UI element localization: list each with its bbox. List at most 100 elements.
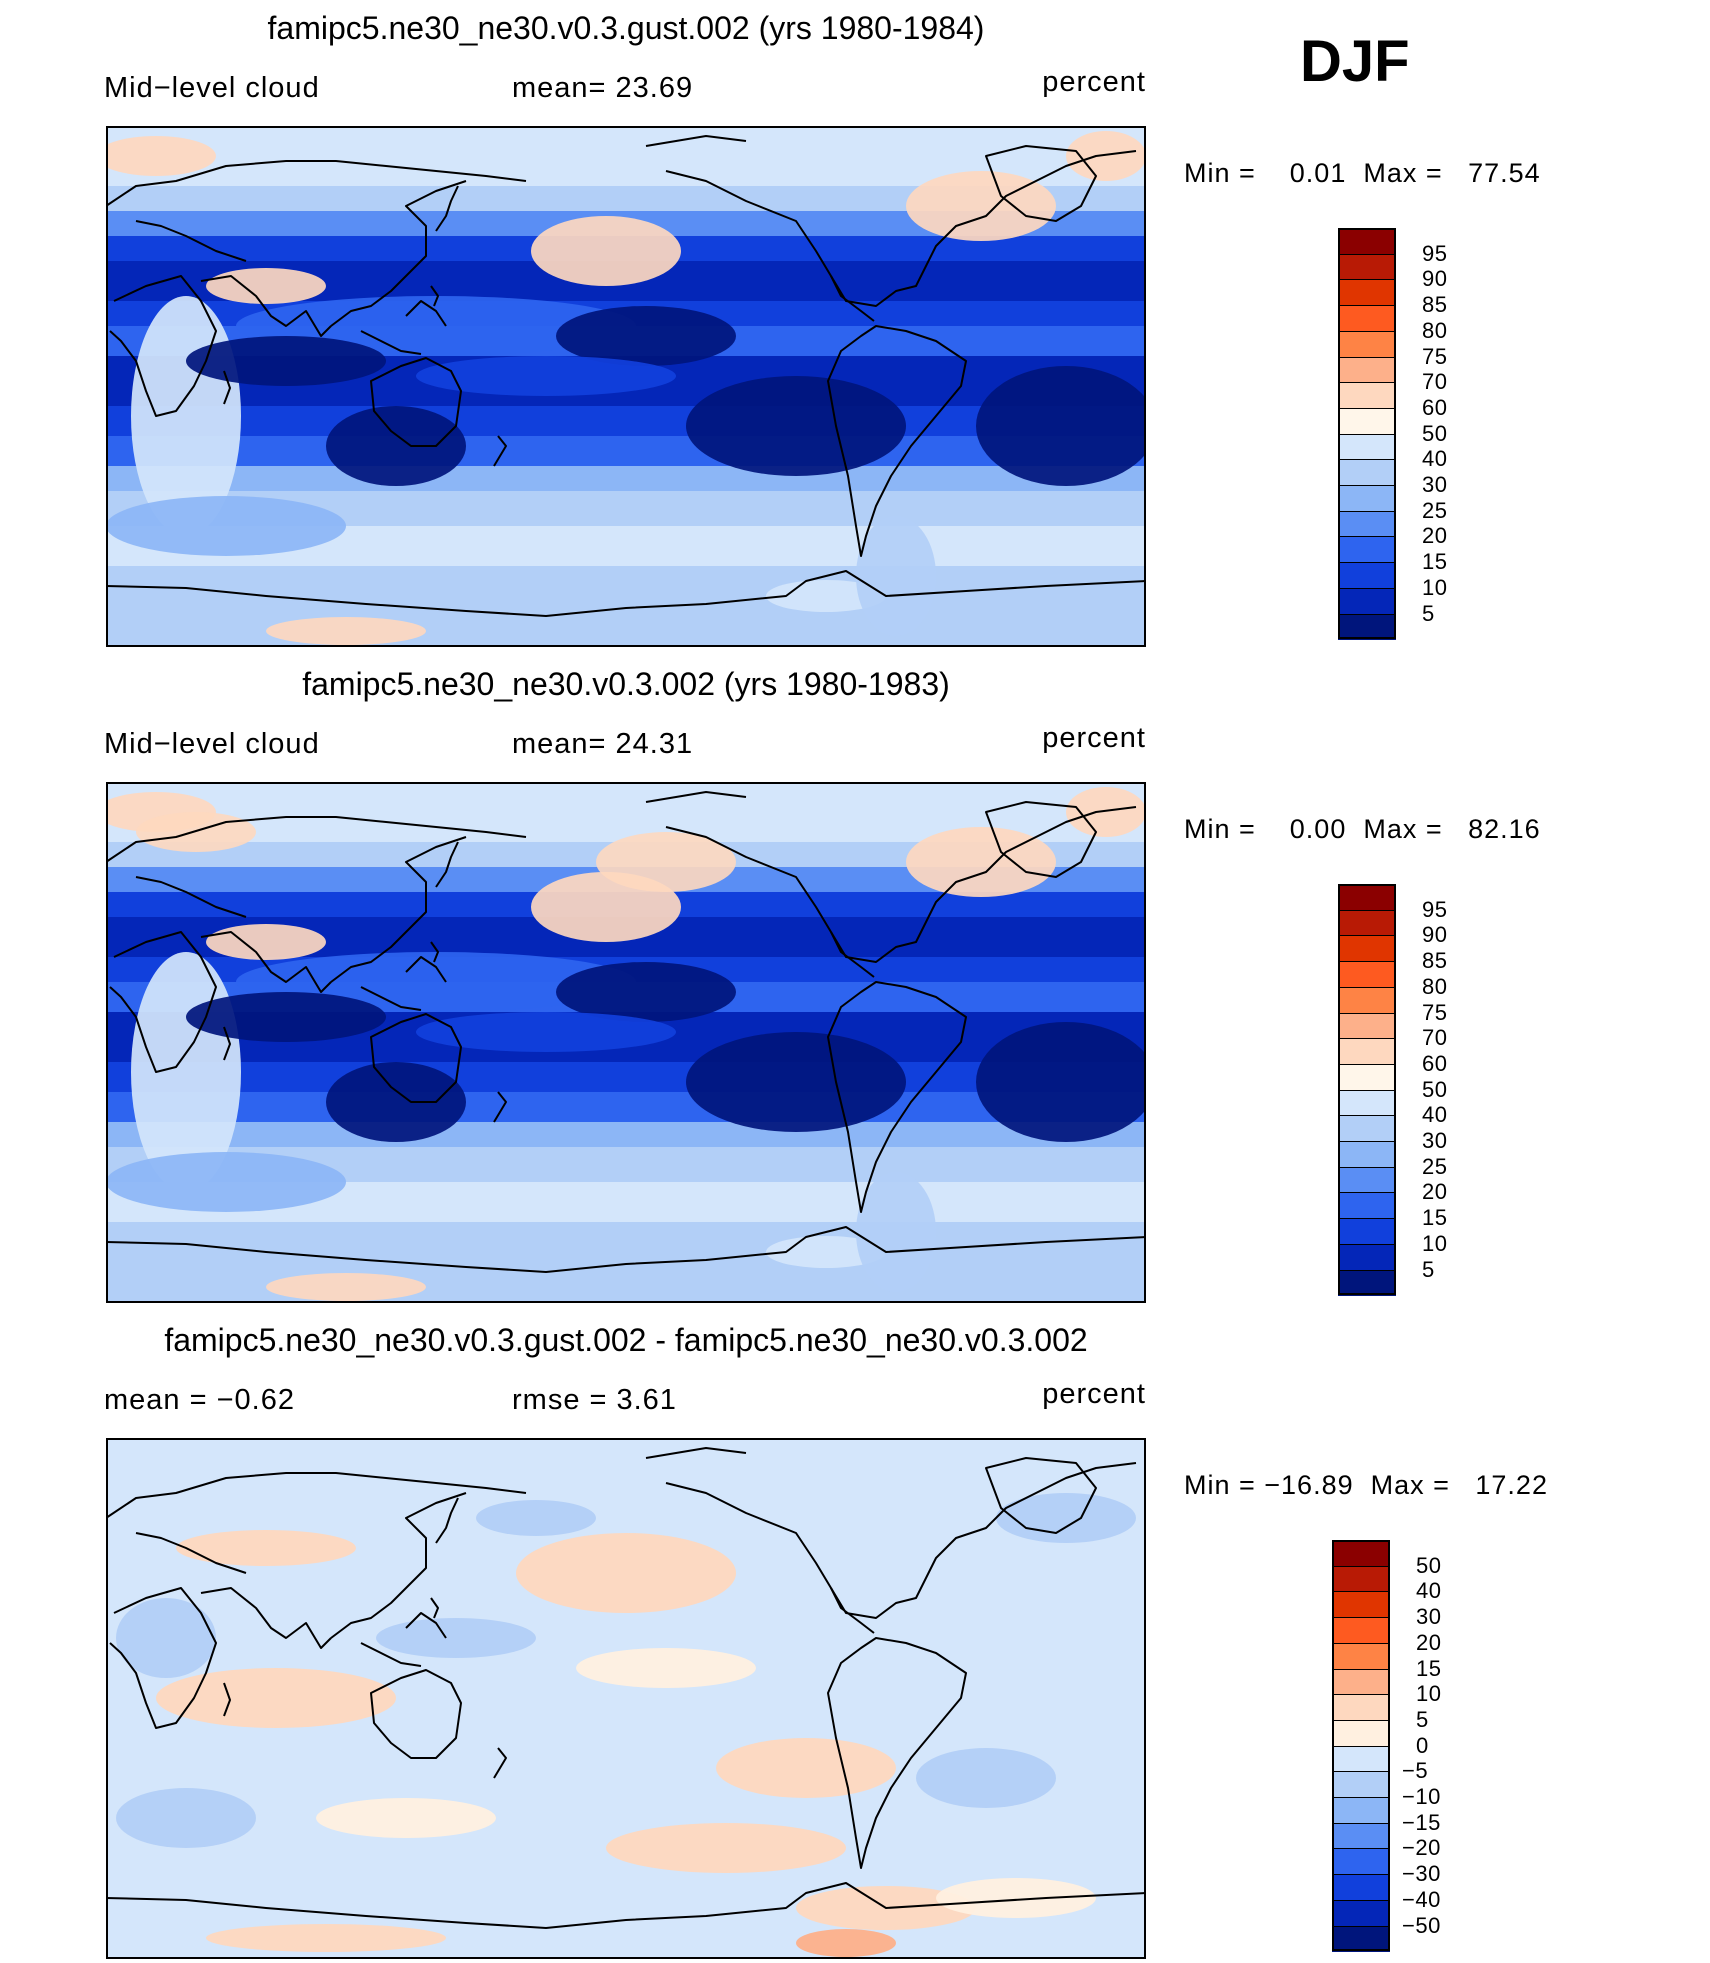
colorbar-swatch	[1338, 253, 1396, 281]
colorbar-swatch	[1338, 1063, 1396, 1091]
field-band	[106, 1222, 1146, 1303]
map	[106, 782, 1146, 1303]
field-anomaly	[1066, 787, 1146, 837]
field-anomaly	[976, 366, 1146, 486]
coastline	[830, 1587, 875, 1634]
field-anomaly	[106, 136, 216, 176]
colorbar-label: 95	[1422, 240, 1448, 266]
units-label: percent	[1042, 1378, 1146, 1410]
colorbar-label: 60	[1422, 394, 1448, 420]
colorbar-label: 90	[1422, 922, 1448, 948]
coastline	[645, 791, 747, 803]
colorbar-label: 10	[1422, 1230, 1448, 1256]
map-frame	[106, 782, 1146, 1303]
panel-difference: famipc5.ne30_ne30.v0.3.gust.002 - famipc…	[0, 1312, 1710, 1962]
colorbar-swatch	[1338, 1115, 1396, 1142]
colorbar-swatch	[1332, 1925, 1390, 1953]
colorbar-swatch	[1332, 1899, 1390, 1927]
colorbar-label: 75	[1422, 343, 1448, 369]
units-label: percent	[1042, 722, 1146, 754]
field-anomaly	[906, 171, 1056, 241]
colorbar-label: 80	[1422, 973, 1448, 999]
coastline	[665, 806, 1137, 963]
rmse-label: rmse = 3.61	[512, 1384, 677, 1416]
colorbar-swatch	[1338, 1012, 1396, 1040]
coastline	[330, 1492, 467, 1639]
field-anomaly	[906, 827, 1056, 897]
colorbar-swatch	[1338, 1038, 1396, 1065]
colorbar-swatch	[1338, 485, 1396, 512]
coastline	[985, 145, 1097, 222]
coastline	[370, 1669, 462, 1759]
field-anomaly	[556, 962, 736, 1022]
field-anomaly	[376, 1618, 536, 1658]
map-frame	[106, 126, 1146, 647]
colorbar-label: 85	[1422, 292, 1448, 318]
field-anomaly	[716, 1738, 896, 1798]
colorbar-swatch	[1338, 279, 1396, 307]
colorbar-frame	[1332, 1540, 1390, 1952]
field-band	[106, 1092, 1146, 1122]
coastline	[665, 1462, 1137, 1619]
coastline	[330, 180, 467, 327]
colorbar-label: 75	[1422, 999, 1448, 1025]
colorbar-label: 90	[1422, 266, 1448, 292]
coastline	[109, 931, 217, 1073]
colorbar-label: 30	[1416, 1604, 1442, 1630]
colorbar-swatch	[1332, 1565, 1390, 1593]
field-band	[106, 406, 1146, 436]
colorbar-swatch	[1332, 1617, 1390, 1644]
field-anomaly	[686, 376, 906, 476]
coastline	[405, 956, 447, 983]
colorbar-swatch	[1338, 330, 1396, 358]
colorbar-swatch	[1338, 382, 1396, 409]
coastline	[405, 1612, 447, 1639]
colorbar-swatch	[1338, 1243, 1396, 1271]
field-anomaly	[186, 992, 386, 1042]
colorbar-frame	[1338, 228, 1396, 640]
field-anomaly	[266, 617, 426, 645]
coastline	[827, 1637, 967, 1869]
colorbar-swatch	[1332, 1745, 1390, 1773]
coastline	[223, 370, 231, 405]
colorbar-swatch	[1332, 1694, 1390, 1721]
colorbar-label: 25	[1422, 497, 1448, 523]
coastline	[435, 1497, 459, 1544]
coastline	[645, 1447, 747, 1459]
field-anomaly	[206, 268, 326, 304]
field-anomaly	[416, 1012, 676, 1052]
colorbar-swatch	[1332, 1797, 1390, 1824]
colorbar-label: 70	[1422, 1025, 1448, 1051]
colorbar-swatch	[1332, 1822, 1390, 1850]
coastline	[330, 836, 467, 983]
colorbar-label: −50	[1402, 1912, 1441, 1938]
panel-title: famipc5.ne30_ne30.v0.3.gust.002 - famipc…	[164, 1322, 1088, 1358]
colorbar-frame	[1338, 884, 1396, 1296]
field-anomaly	[106, 1152, 346, 1212]
colorbar-label: 5	[1422, 600, 1435, 626]
colorbar-swatch	[1338, 884, 1396, 910]
coastline	[985, 1457, 1097, 1534]
colorbar-swatch	[1332, 1668, 1390, 1696]
colorbar-swatch	[1338, 356, 1396, 384]
colorbar-swatch	[1338, 961, 1396, 988]
map	[106, 126, 1146, 647]
field-anomaly	[686, 1032, 906, 1132]
coastline	[435, 841, 459, 888]
colorbar-label: 50	[1422, 1076, 1448, 1102]
colorbar-label: −15	[1402, 1809, 1441, 1835]
mean-label: mean= 23.69	[512, 72, 694, 104]
colorbar-label: 15	[1422, 549, 1448, 575]
colorbar-swatch	[1332, 1642, 1390, 1670]
field-anomaly	[596, 832, 736, 892]
coastline	[106, 570, 1146, 617]
colorbar-swatch	[1338, 1141, 1396, 1168]
colorbar-label: 25	[1422, 1153, 1448, 1179]
coastline	[645, 135, 747, 147]
colorbar-label: 30	[1422, 1128, 1448, 1153]
coastline	[665, 150, 1137, 307]
field-band	[106, 1122, 1146, 1147]
coastline	[830, 275, 875, 322]
field-anomaly	[106, 496, 346, 556]
field-anomaly	[606, 1823, 846, 1873]
